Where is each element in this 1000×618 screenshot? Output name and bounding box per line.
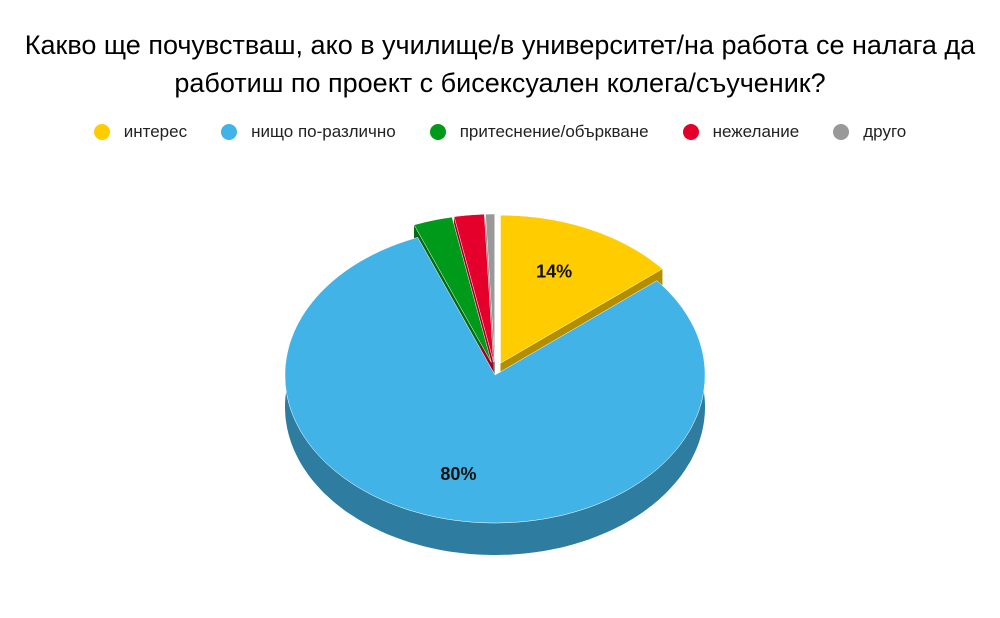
data-label: 80% (440, 464, 476, 484)
legend-marker (93, 124, 110, 140)
legend-item: друго (833, 122, 906, 142)
legend-item: нищо по-различно (221, 122, 396, 142)
legend-label: притеснение/объркване (459, 122, 649, 141)
legend-label: нежелание (712, 122, 800, 141)
chart-title: Какво ще почувстваш, ако в училище/в уни… (24, 30, 976, 98)
legend-label: нищо по-различно (251, 122, 396, 141)
slice (453, 213, 494, 363)
legend-marker (682, 124, 699, 140)
data-label: 14% (536, 262, 572, 282)
legend-label: интерес (123, 122, 188, 141)
legend: интерес нищо по-различно притеснение/обърк… (0, 122, 1000, 142)
legend-item: интерес (93, 122, 188, 142)
legend-item: притеснение/объркване (429, 122, 649, 142)
slice (284, 237, 706, 524)
slice (485, 213, 495, 363)
slice (413, 216, 492, 363)
legend-label: друго (863, 122, 907, 141)
legend-item: нежелание (682, 122, 800, 142)
legend-marker (221, 124, 238, 140)
legend-marker (833, 124, 850, 140)
slice (500, 214, 663, 364)
legend-marker (429, 124, 446, 140)
slice-tops (284, 213, 706, 524)
